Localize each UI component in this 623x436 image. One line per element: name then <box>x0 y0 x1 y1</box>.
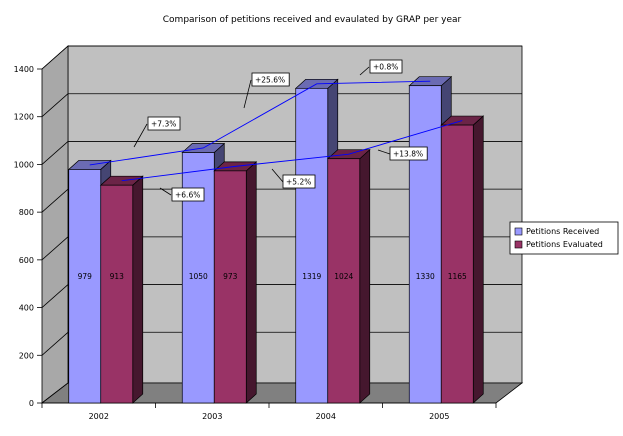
y-tick-label: 600 <box>19 256 34 265</box>
gridline-side <box>41 284 69 308</box>
callout-box <box>147 116 181 131</box>
legend-label-evaluated: Petitions Evaluated <box>526 240 603 249</box>
y-tick-label: 1400 <box>14 65 34 74</box>
x-axis: 2002 2003 2004 2005 <box>41 402 497 421</box>
bar-side <box>245 161 257 404</box>
x-tick-label: 2004 <box>316 412 336 421</box>
y-tick-label: 0 <box>29 399 34 408</box>
change-callout: +7.3% <box>133 116 181 148</box>
bar-front <box>68 169 102 404</box>
callout-leader <box>359 66 370 76</box>
side-wall <box>41 45 69 404</box>
y-tick-label: 200 <box>19 351 34 360</box>
bars: 979 913 1050 973 1319 1024 1330 1165 <box>67 75 485 404</box>
bar-evaluated-2002: 913 <box>99 175 144 404</box>
bar-side <box>132 175 144 404</box>
gridline-side <box>41 331 69 356</box>
callout-leader <box>159 187 172 196</box>
bar-evaluated-2005: 1165 <box>440 115 485 404</box>
change-callout: +25.6% <box>243 72 290 109</box>
bar-value-label: 979 <box>78 272 93 281</box>
change-callout: +6.6% <box>159 187 205 202</box>
legend-box <box>509 221 619 255</box>
trend-lines <box>89 80 463 182</box>
bar-value-label: 1330 <box>416 272 435 281</box>
callout-label: +6.6% <box>175 191 200 200</box>
x-tick-label: 2003 <box>202 412 222 421</box>
callout-box <box>369 59 403 74</box>
gridline-side <box>41 188 69 213</box>
change-callout: +5.2% <box>271 168 316 189</box>
legend-label-received: Petitions Received <box>526 227 599 236</box>
bar-evaluated-2004: 1024 <box>326 148 371 404</box>
bar-front <box>327 158 361 404</box>
callout-label: +5.2% <box>286 178 311 187</box>
callout-box <box>282 174 316 189</box>
gridline-side <box>41 236 69 261</box>
bar-front <box>440 124 474 404</box>
callout-label: +7.3% <box>151 120 176 129</box>
callout-box <box>389 146 428 161</box>
gridline-side <box>41 45 69 70</box>
bar-front <box>100 184 134 404</box>
bar-value-label: 913 <box>110 272 125 281</box>
y-tick-label: 400 <box>19 304 34 313</box>
bar-value-label: 1024 <box>334 272 353 281</box>
legend-swatch-received <box>514 227 523 236</box>
bar-side <box>472 115 484 404</box>
bar-front <box>295 87 329 404</box>
change-callout: +13.8% <box>377 146 428 161</box>
bar-value-label: 1050 <box>189 272 208 281</box>
callout-label: +25.6% <box>255 76 285 85</box>
change-annotations: +7.3% +25.6% +0.8% +6.6% +5.2% +13.8% <box>133 59 428 202</box>
x-tick-label: 2005 <box>429 412 449 421</box>
callout-leader <box>133 123 148 148</box>
legend-swatch-evaluated <box>514 240 523 249</box>
bar-value-label: 1165 <box>448 272 467 281</box>
y-tick-label: 1000 <box>14 160 34 169</box>
trend-line-evaluated <box>121 120 463 182</box>
callout-leader <box>243 79 252 109</box>
gridline-side <box>41 93 69 118</box>
trend-line-received <box>89 80 431 166</box>
callout-label: +13.8% <box>393 150 423 159</box>
callout-label: +0.8% <box>373 63 398 72</box>
chart-title: Comparison of petitions received and eva… <box>163 15 462 25</box>
bar-side <box>359 148 371 404</box>
gridline-side <box>41 141 69 165</box>
callout-leader <box>271 168 284 183</box>
change-callout: +0.8% <box>359 59 403 76</box>
y-axis: 0 200 400 600 800 1000 1200 1400 <box>14 65 42 408</box>
y-tick-label: 800 <box>19 208 34 217</box>
y-tick-label: 1200 <box>14 113 34 122</box>
x-tick-label: 2002 <box>89 412 109 421</box>
bar-front <box>213 170 247 404</box>
bar-value-label: 1319 <box>302 272 321 281</box>
bar-evaluated-2003: 973 <box>213 161 258 404</box>
callout-box <box>251 72 290 87</box>
bar-front <box>408 85 442 404</box>
callout-box <box>171 187 205 202</box>
callout-leader <box>377 149 391 155</box>
legend: Petitions Received Petitions Evaluated <box>509 221 619 255</box>
bar-value-label: 973 <box>223 272 238 281</box>
